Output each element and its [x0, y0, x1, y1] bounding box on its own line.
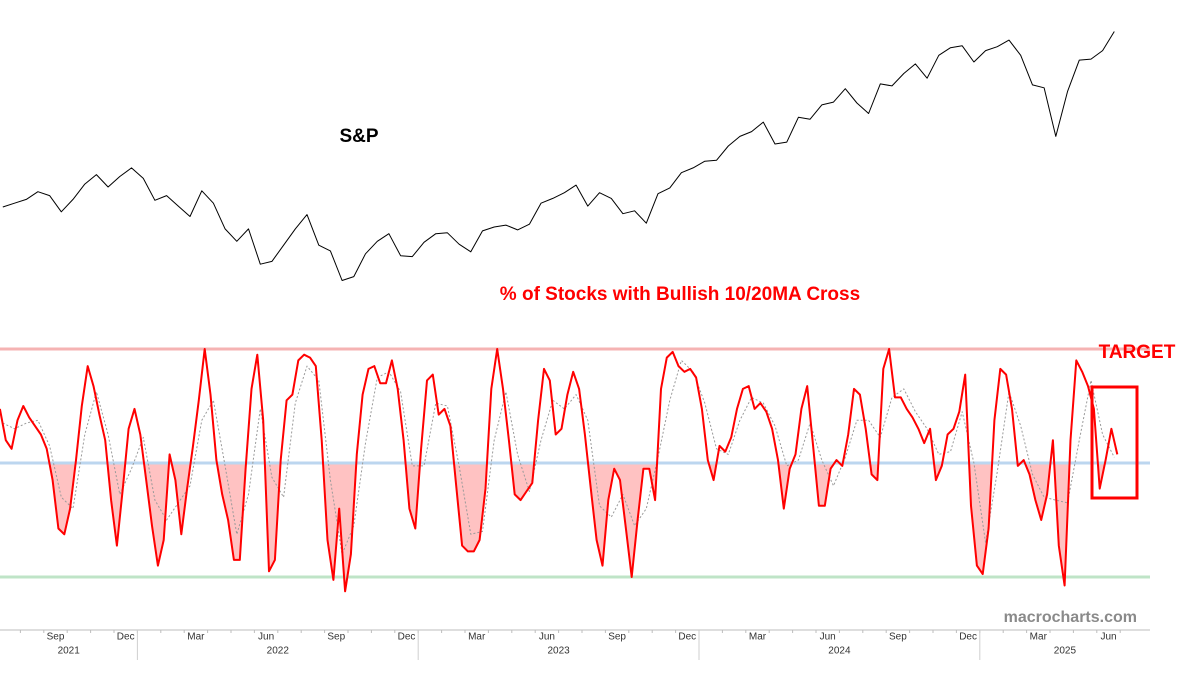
- target-box: [1090, 385, 1139, 500]
- sp-line: [2, 31, 1115, 281]
- x-tick-label: Dec: [398, 632, 416, 643]
- year-label: 2025: [1054, 646, 1077, 657]
- oscillator-title: % of Stocks with Bullish 10/20MA Cross: [500, 284, 860, 305]
- x-tick-label: Jun: [1100, 632, 1116, 643]
- x-tick-label: Dec: [117, 632, 135, 643]
- x-tick-label: Sep: [327, 632, 345, 643]
- year-label: 2024: [828, 646, 851, 657]
- year-label: 2022: [267, 646, 290, 657]
- x-tick-label: Mar: [468, 632, 486, 643]
- oscillator-line: [0, 348, 1119, 593]
- x-tick-label: Mar: [1030, 632, 1048, 643]
- x-tick-label: Mar: [187, 632, 205, 643]
- year-label: 2021: [58, 646, 81, 657]
- x-tick-label: Dec: [678, 632, 696, 643]
- year-label: 2023: [547, 646, 570, 657]
- annotation: TARGET: [1099, 342, 1176, 363]
- sp-label: S&P: [339, 126, 378, 147]
- x-tick-label: Mar: [749, 632, 767, 643]
- shaded-area: [0, 463, 1118, 592]
- x-tick-label: Sep: [889, 632, 907, 643]
- x-tick-label: Sep: [47, 632, 65, 643]
- x-tick-label: Jun: [539, 632, 555, 643]
- x-tick-label: Dec: [959, 632, 977, 643]
- x-tick-label: Jun: [820, 632, 836, 643]
- x-tick-label: Jun: [258, 632, 274, 643]
- watermark: macrocharts.com: [1004, 609, 1137, 626]
- x-tick-label: Sep: [608, 632, 626, 643]
